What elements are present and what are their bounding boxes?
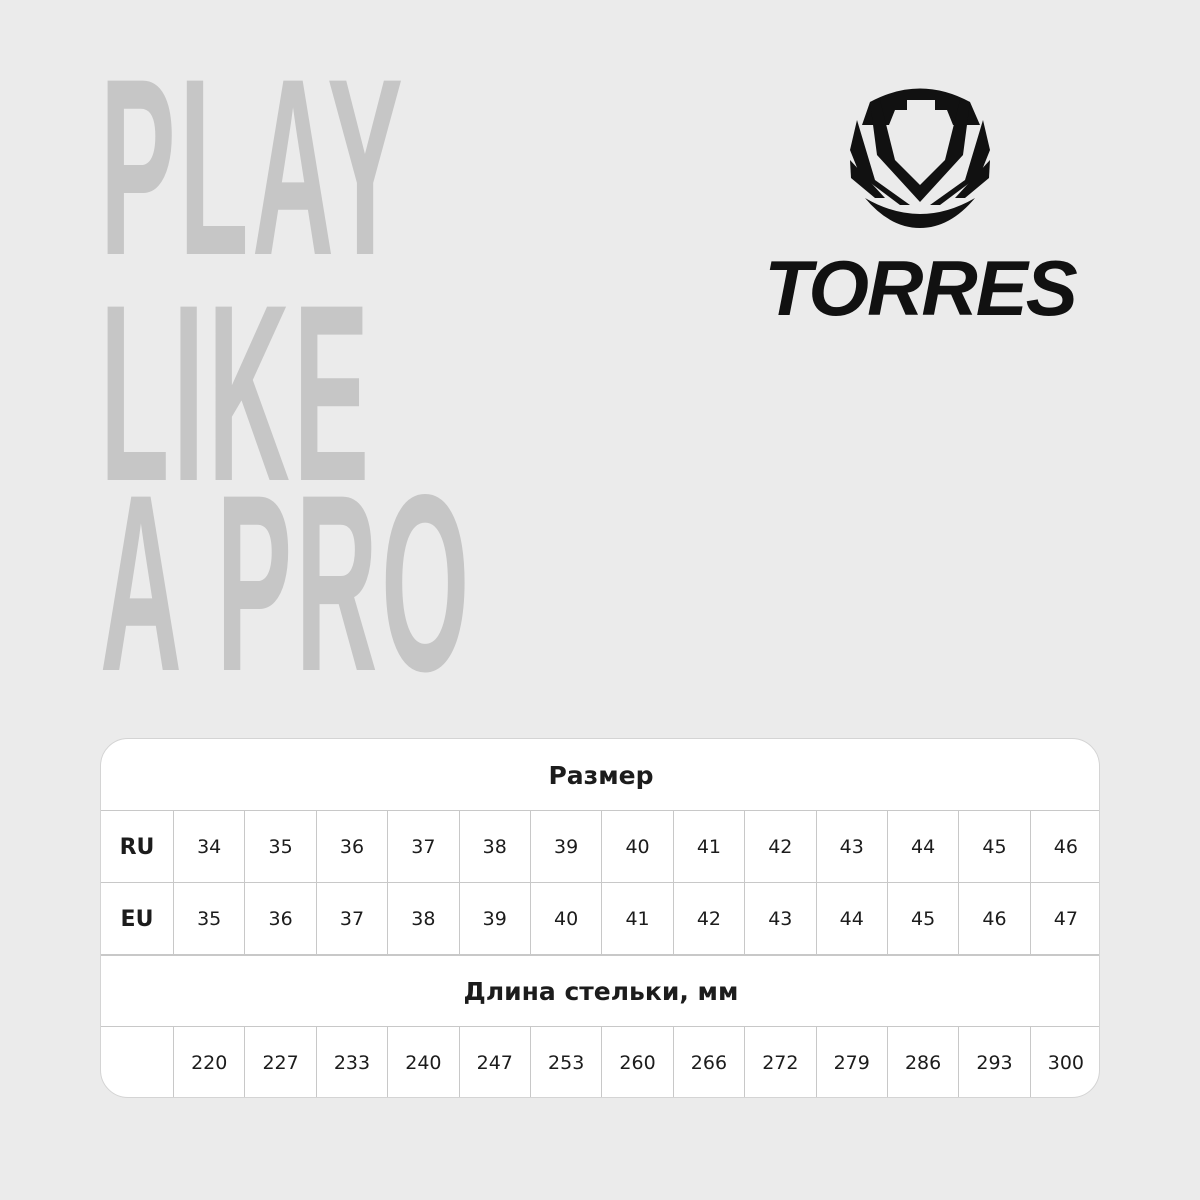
table-cell: 39 [529, 811, 601, 883]
table-cell: 38 [458, 811, 530, 883]
slogan-line-2: LIKE [100, 253, 373, 534]
table-cell: 266 [672, 1027, 744, 1097]
table-cell: 40 [529, 883, 601, 955]
table-cell: 46 [958, 883, 1029, 955]
table-cell: 43 [815, 811, 887, 883]
table-cell: 35 [244, 811, 315, 883]
divider [101, 954, 1099, 956]
table-cell: 35 [173, 883, 244, 955]
table-cell: 300 [1029, 1027, 1099, 1097]
row-label-empty [101, 1027, 173, 1097]
table-cell: 45 [886, 883, 958, 955]
table-cell: 47 [1029, 883, 1099, 955]
table-cell: 42 [744, 811, 815, 883]
table-cell: 240 [387, 1027, 458, 1097]
table-cell: 45 [958, 811, 1029, 883]
table-cell: 37 [315, 883, 387, 955]
table-cell: 260 [601, 1027, 672, 1097]
length-title: Длина стельки, мм [463, 976, 739, 1006]
table-cell: 36 [244, 883, 315, 955]
divider [101, 882, 1099, 883]
torres-logo: TORRES [764, 88, 1080, 330]
helmet-shield-logo-icon [850, 88, 990, 228]
table-cell: 227 [244, 1027, 315, 1097]
table-cell: 44 [886, 811, 958, 883]
table-cell: 41 [601, 883, 672, 955]
table-cell: 233 [315, 1027, 387, 1097]
brand-wordmark: TORRES [764, 244, 1078, 330]
row-label-eu: EU [120, 906, 154, 932]
slogan-line-3: A PRO [100, 443, 473, 724]
size-title: Размер [548, 760, 654, 790]
table-cell: 279 [815, 1027, 887, 1097]
row-label-ru: RU [119, 834, 155, 860]
table-row-ru: RU 34 35 36 37 38 39 40 41 42 43 44 45 46 [101, 811, 1099, 883]
table-cell: 37 [387, 811, 458, 883]
slogan-line-1: PLAY [100, 27, 407, 308]
table-cell: 39 [458, 883, 530, 955]
table-row-length: 220 227 233 240 247 253 260 266 272 279 286 293 300 [101, 1027, 1099, 1097]
table-cell: 46 [1029, 811, 1099, 883]
table-cell: 38 [387, 883, 458, 955]
table-cell: 272 [744, 1027, 815, 1097]
table-row-eu: EU 35 36 37 38 39 40 41 42 43 44 45 46 47 [101, 883, 1099, 955]
divider [101, 1026, 1099, 1027]
divider [101, 810, 1099, 811]
table-cell: 220 [173, 1027, 244, 1097]
table-cell: 43 [744, 883, 815, 955]
table-cell: 42 [672, 883, 744, 955]
table-cell: 247 [458, 1027, 530, 1097]
table-cell: 286 [886, 1027, 958, 1097]
table-cell: 36 [315, 811, 387, 883]
size-chart-table: Размер RU 34 35 36 37 38 39 40 41 42 43 44 45 46 EU … [100, 738, 1100, 1098]
table-cell: 253 [529, 1027, 601, 1097]
table-cell: 41 [672, 811, 744, 883]
table-cell: 34 [173, 811, 244, 883]
table-cell: 44 [815, 883, 887, 955]
table-cell: 293 [958, 1027, 1029, 1097]
table-cell: 40 [601, 811, 672, 883]
